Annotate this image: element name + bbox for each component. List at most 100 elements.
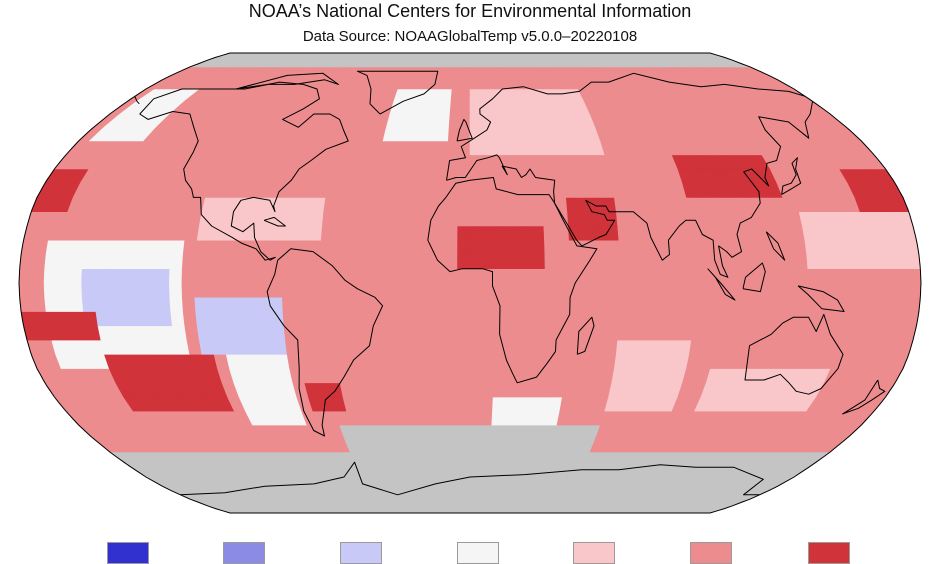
grid-cell xyxy=(426,53,438,59)
grid-cell xyxy=(575,53,593,59)
grid-cell xyxy=(375,53,391,59)
grid-cell xyxy=(382,282,396,298)
grid-cell xyxy=(308,325,323,341)
grid-cell xyxy=(767,311,783,327)
grid-cell xyxy=(397,53,411,59)
grid-cell xyxy=(494,339,508,355)
grid-cell xyxy=(562,53,579,59)
grid-cell xyxy=(356,268,371,284)
grid-cell xyxy=(219,254,234,270)
grid-cell xyxy=(781,296,796,312)
grid-cell xyxy=(469,58,479,68)
grid-cell xyxy=(469,268,483,284)
grid-cell xyxy=(715,325,731,341)
grid-cell xyxy=(469,53,478,59)
grid-cell xyxy=(382,268,396,284)
coastline xyxy=(576,316,595,355)
grid-cell xyxy=(906,254,921,270)
grid-cell xyxy=(461,488,471,500)
grid-cell xyxy=(459,438,471,453)
coastline xyxy=(707,268,736,301)
grid-cell xyxy=(244,268,258,284)
grid-cell xyxy=(843,296,859,312)
grid-cell xyxy=(333,225,348,241)
grid-cell xyxy=(182,239,198,255)
coastline xyxy=(744,313,844,395)
grid-cell xyxy=(458,140,471,156)
grid-cell xyxy=(480,410,493,426)
grid-cell xyxy=(294,282,308,298)
grid-cell xyxy=(469,225,483,241)
grid-cell xyxy=(691,325,706,341)
grid-cell xyxy=(423,154,437,170)
grid-cell xyxy=(382,311,396,327)
grid-cell xyxy=(454,58,464,68)
grid-cell xyxy=(481,182,495,198)
grid-cell xyxy=(682,282,696,298)
grid-cell xyxy=(257,311,272,327)
grid-cell xyxy=(506,311,521,327)
grid-cell xyxy=(680,311,695,327)
grid-cell xyxy=(407,254,421,270)
grid-cell xyxy=(519,254,533,270)
grid-cell xyxy=(832,268,847,284)
grid-cell xyxy=(841,311,857,327)
grid-cell xyxy=(448,438,461,453)
grid-cell xyxy=(323,353,339,369)
grid-cell xyxy=(870,268,884,284)
grid-cell xyxy=(335,353,351,369)
grid-cell xyxy=(394,268,408,284)
grid-cell xyxy=(476,53,485,59)
grid-cell xyxy=(656,53,678,59)
grid-cell xyxy=(440,53,451,59)
grid-cell xyxy=(613,353,629,369)
grid-cell xyxy=(298,197,314,212)
grid-cell xyxy=(530,339,545,355)
grid-cell xyxy=(402,410,416,426)
grid-cell xyxy=(43,268,58,284)
grid-cell xyxy=(518,339,532,355)
grid-cell xyxy=(530,211,545,227)
grid-cell xyxy=(319,268,333,284)
grid-cell xyxy=(294,268,308,284)
grid-cell xyxy=(469,382,483,398)
grid-cell xyxy=(226,53,251,59)
grid-cell xyxy=(19,268,33,284)
grid-cell xyxy=(529,197,544,212)
grid-cell xyxy=(479,451,491,466)
grid-cell xyxy=(319,282,333,298)
grid-cell xyxy=(452,66,463,78)
grid-cell xyxy=(431,464,444,478)
grid-cell xyxy=(557,282,571,298)
grid-cell xyxy=(457,211,471,227)
grid-cell xyxy=(232,311,248,327)
coastline xyxy=(765,231,786,261)
grid-cell xyxy=(390,53,405,59)
grid-cell xyxy=(442,476,454,489)
grid-cell xyxy=(629,325,644,341)
grid-cell xyxy=(219,296,234,312)
grid-cell xyxy=(588,53,608,59)
grid-cell xyxy=(446,382,459,398)
grid-cell xyxy=(893,296,909,312)
grid-cell xyxy=(415,424,429,439)
coastline xyxy=(427,177,598,384)
grid-cell xyxy=(469,182,483,198)
grid-cell xyxy=(219,53,244,59)
grid-cell xyxy=(332,296,346,312)
grid-cell xyxy=(589,353,605,369)
grid-cell xyxy=(407,325,422,341)
grid-cell xyxy=(707,282,721,298)
grid-cell xyxy=(81,296,97,312)
coastline xyxy=(842,379,886,415)
grid-cell xyxy=(481,197,495,212)
grid-cell xyxy=(529,53,543,59)
grid-cell xyxy=(451,77,462,90)
grid-cell xyxy=(577,353,593,369)
grid-cell xyxy=(481,353,495,369)
grid-cell xyxy=(663,53,686,59)
grid-cell xyxy=(411,396,426,412)
grid-cell xyxy=(157,239,173,255)
grid-cell xyxy=(525,154,540,170)
grid-cell xyxy=(628,339,643,355)
